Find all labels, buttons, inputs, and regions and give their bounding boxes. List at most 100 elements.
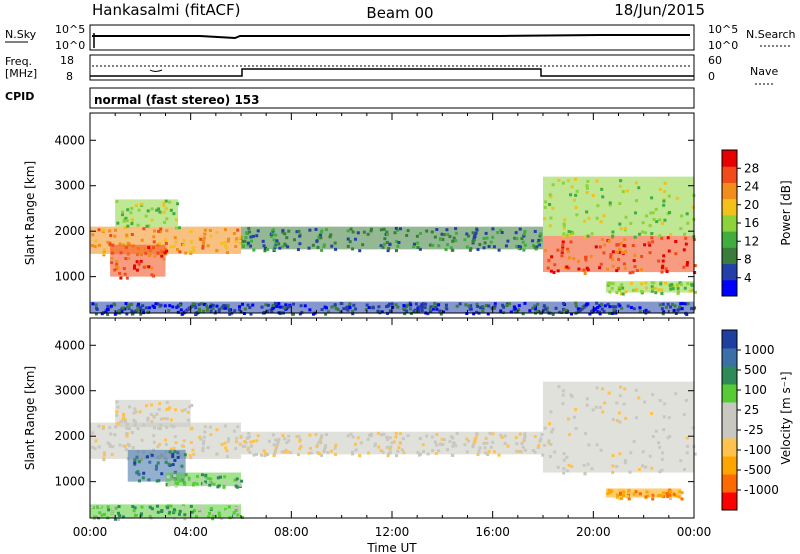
velocity-cell bbox=[198, 509, 202, 513]
velocity-cell bbox=[182, 444, 186, 448]
power-cell bbox=[543, 217, 547, 221]
power-cell bbox=[557, 178, 561, 182]
velocity-cell bbox=[389, 445, 393, 449]
velocity-cell bbox=[146, 418, 150, 422]
velocity-cell bbox=[522, 439, 526, 443]
velocity-cell bbox=[451, 444, 455, 448]
power-cell bbox=[412, 242, 416, 246]
velocity-cell bbox=[140, 438, 144, 442]
power-cell bbox=[638, 310, 642, 314]
power-cell bbox=[476, 247, 480, 251]
velocity-cell bbox=[650, 466, 654, 470]
velocity-cell bbox=[295, 435, 299, 439]
velocity-cell bbox=[591, 408, 595, 412]
velocity-cell bbox=[647, 490, 651, 494]
velocity-cell bbox=[359, 441, 363, 445]
velocity-cell bbox=[385, 438, 389, 442]
velocity-cell bbox=[238, 480, 242, 484]
power-cell bbox=[249, 312, 253, 316]
power-cell bbox=[531, 239, 535, 243]
velocity-cell bbox=[685, 444, 689, 448]
power-cell bbox=[562, 235, 566, 239]
power-cell bbox=[676, 290, 680, 294]
power-cell bbox=[405, 233, 409, 237]
power-cell bbox=[568, 233, 572, 237]
power-cell bbox=[205, 308, 209, 312]
power-cell bbox=[521, 240, 525, 244]
power-cell bbox=[278, 246, 282, 250]
power-cell bbox=[684, 302, 688, 306]
power-cell bbox=[162, 201, 166, 205]
velocity-cell bbox=[190, 426, 194, 430]
velocity-cell bbox=[207, 515, 211, 519]
velocity-cell bbox=[168, 406, 172, 410]
velocity-cell bbox=[164, 438, 168, 442]
power-cell bbox=[626, 304, 630, 308]
power-cell bbox=[448, 235, 452, 239]
power-cell bbox=[274, 233, 278, 237]
power-cell bbox=[543, 205, 547, 209]
power-cell bbox=[564, 310, 568, 314]
velocity-colorbar-swatch bbox=[722, 366, 737, 385]
velocity-cell bbox=[693, 452, 697, 456]
power-cell bbox=[515, 237, 519, 241]
power-cell bbox=[137, 262, 141, 266]
power-cell bbox=[286, 245, 290, 249]
velocity-cell bbox=[608, 491, 612, 495]
power-cell bbox=[189, 251, 193, 255]
power-cell bbox=[270, 231, 274, 235]
power-cell bbox=[676, 291, 680, 295]
velocity-cell bbox=[202, 511, 206, 515]
power-cell bbox=[445, 228, 449, 232]
velocity-cell bbox=[165, 400, 169, 404]
power-cell bbox=[418, 247, 422, 251]
power-cell bbox=[94, 239, 98, 243]
power-cell bbox=[425, 229, 429, 233]
velocity-cell bbox=[584, 432, 588, 436]
power-cell bbox=[624, 215, 628, 219]
power-cell bbox=[463, 238, 467, 242]
power-cell bbox=[152, 274, 156, 278]
velocity-cell bbox=[197, 507, 201, 511]
velocity-cell bbox=[183, 453, 187, 457]
velocity-cell bbox=[406, 434, 410, 438]
velocity-cell bbox=[618, 420, 622, 424]
velocity-cell bbox=[658, 470, 662, 474]
power-cell bbox=[651, 287, 655, 291]
power-cell bbox=[473, 234, 477, 238]
velocity-cell bbox=[641, 450, 645, 454]
power-cell bbox=[252, 248, 256, 252]
velocity-cell bbox=[159, 417, 163, 421]
velocity-cell bbox=[333, 446, 337, 450]
power-cell bbox=[574, 301, 578, 305]
velocity-cell bbox=[666, 489, 670, 493]
power-cell bbox=[281, 230, 285, 234]
velocity-cell bbox=[550, 430, 554, 434]
power-cell bbox=[574, 177, 578, 181]
power-cell bbox=[159, 303, 163, 307]
velocity-cell bbox=[224, 507, 228, 511]
velocity-cell bbox=[201, 508, 205, 512]
velocity-cell bbox=[155, 479, 159, 483]
power-cell bbox=[94, 312, 98, 316]
velocity-cell bbox=[133, 461, 137, 465]
power-cell bbox=[609, 255, 613, 259]
power-cell bbox=[113, 268, 117, 272]
power-cell bbox=[686, 221, 690, 225]
power-cell bbox=[271, 228, 275, 232]
velocity-cell bbox=[603, 401, 607, 405]
velocity-cell bbox=[623, 461, 627, 465]
velocity-cell bbox=[128, 405, 132, 409]
velocity-cell bbox=[217, 511, 221, 515]
velocity-cell bbox=[439, 442, 443, 446]
power-cell bbox=[255, 234, 259, 238]
velocity-cell bbox=[367, 451, 371, 455]
power-cell bbox=[342, 307, 346, 311]
power-cell bbox=[660, 236, 664, 240]
power-cell bbox=[614, 305, 618, 309]
power-cell bbox=[474, 231, 478, 235]
velocity-cell bbox=[657, 441, 661, 445]
velocity-cell bbox=[237, 510, 241, 514]
power-cell bbox=[146, 310, 150, 314]
velocity-cell bbox=[319, 441, 323, 445]
